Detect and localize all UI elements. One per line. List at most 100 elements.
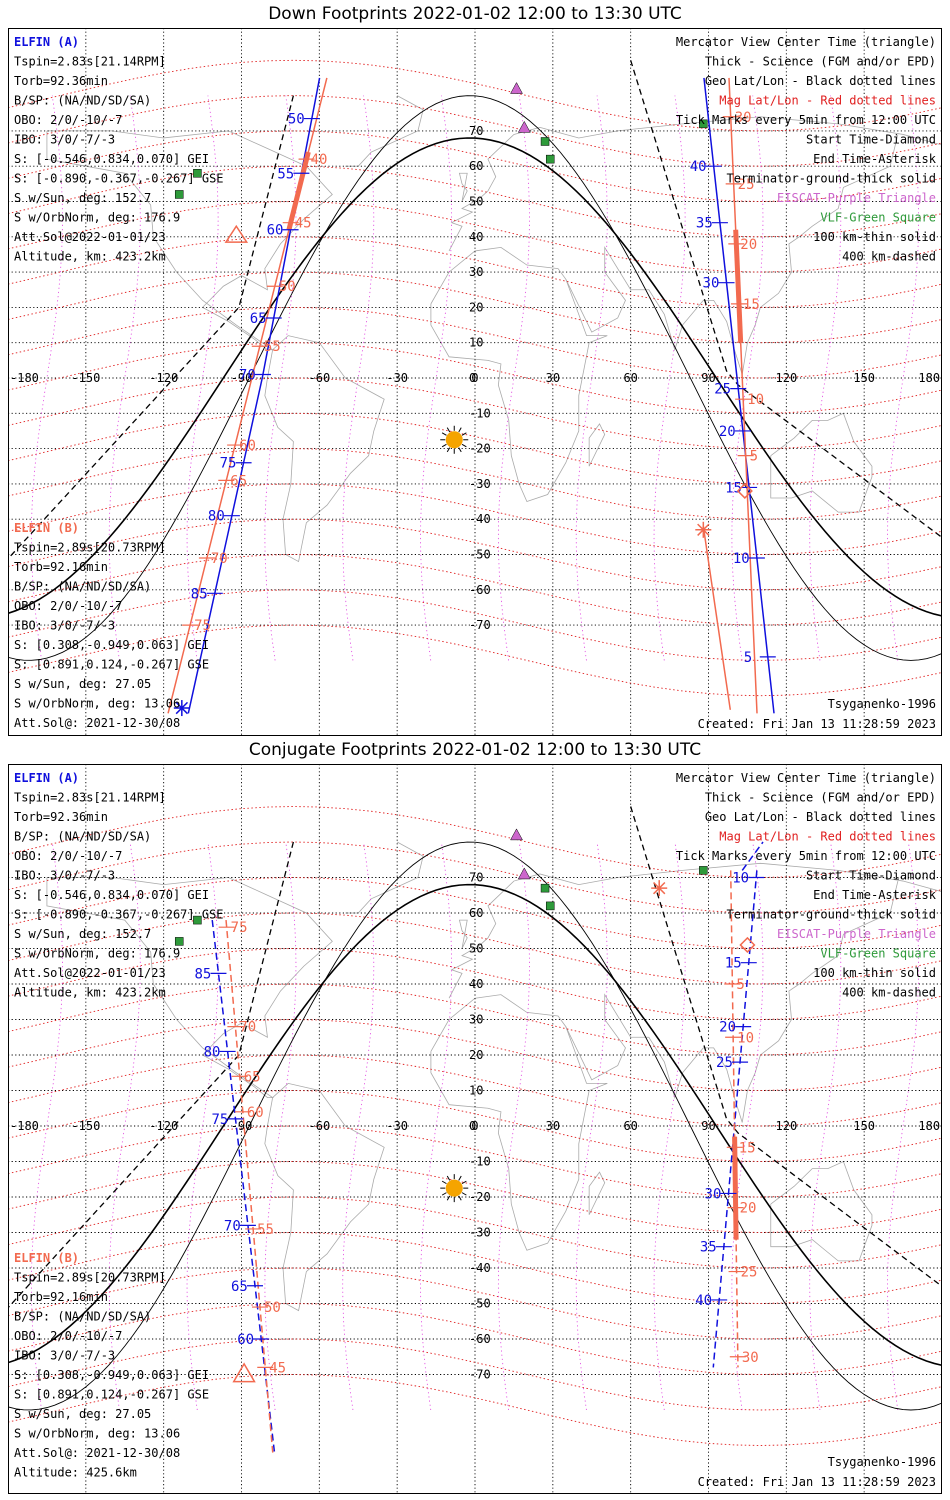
asterisk-icon bbox=[175, 701, 189, 715]
sat-b-track-east bbox=[729, 870, 739, 1368]
sat-a-east-label: 25 bbox=[714, 382, 731, 398]
mag-meridian bbox=[342, 841, 375, 1411]
lat-label: -60 bbox=[469, 583, 491, 597]
sun-icon bbox=[445, 1179, 463, 1197]
sat-a-info-line: S w/Sun, deg: 152.7 bbox=[14, 927, 151, 941]
sat-b-west-label: 55 bbox=[264, 339, 281, 355]
green-square-icon bbox=[699, 119, 708, 129]
coastline-segment bbox=[448, 116, 941, 252]
sat-b-west-label: 60 bbox=[239, 438, 256, 454]
sun-icon bbox=[445, 431, 463, 449]
legend-entry: Start Time-Diamond bbox=[806, 869, 936, 883]
lat-label: -50 bbox=[469, 548, 491, 562]
green-square-icon bbox=[699, 866, 708, 875]
lat-label: -70 bbox=[469, 1368, 491, 1382]
sat-b-east-label: 25 bbox=[738, 177, 755, 193]
sat-b-west-label: 40 bbox=[311, 152, 328, 168]
sun-ray bbox=[461, 432, 467, 436]
sat-a-info-line: IBO: 3/0/-7/-3 bbox=[14, 869, 115, 883]
sun-ray bbox=[441, 432, 447, 436]
sat-b-east-label: 30 bbox=[742, 1350, 759, 1366]
sat-a-east-label: 35 bbox=[696, 216, 713, 232]
legend-entry: 100 km-thin solid bbox=[813, 230, 936, 244]
sat-b-east-label: 25 bbox=[741, 1265, 758, 1281]
sat-b-info-line: S w/Sun, deg: 27.05 bbox=[14, 1407, 151, 1421]
legend-entry: Mercator View Center Time (triangle) bbox=[676, 35, 936, 49]
view-center-triangle-icon bbox=[224, 224, 249, 243]
sat-b-west-label: 75 bbox=[194, 618, 211, 634]
lat-label: 50 bbox=[469, 942, 483, 956]
sat-a-east-label: 25 bbox=[716, 1055, 733, 1071]
coastline-outline bbox=[46, 841, 941, 1312]
legend-entry: Mag Lat/Lon - Red dotted lines bbox=[719, 94, 936, 108]
sun-ray bbox=[458, 1175, 462, 1181]
lat-label: -70 bbox=[469, 618, 491, 632]
mag-parallel bbox=[9, 165, 941, 238]
coastline-segment bbox=[588, 423, 606, 467]
lon-label: 150 bbox=[853, 371, 875, 385]
mag-grid bbox=[9, 59, 941, 697]
sat-a-west-label: 70 bbox=[224, 1218, 241, 1234]
sat-b-info-line: S w/OrbNorm, deg: 13.06 bbox=[14, 697, 180, 711]
legend-entry: EISCAT-Purple Triangle bbox=[777, 927, 936, 941]
coastline-segment bbox=[770, 412, 873, 513]
legend-entry: Geo Lat/Lon - Black dotted lines bbox=[705, 810, 936, 824]
map-layer: -180 -150 -120 -90 -60 -30 0 30 60 90 120 150 180 70 6… bbox=[9, 29, 941, 735]
sat-b-info-line: S: [0.308,-0.949,0.063] GEI bbox=[14, 1368, 209, 1382]
mag-parallel bbox=[9, 554, 941, 626]
terminator-400km-east bbox=[630, 60, 941, 538]
lat-label: -60 bbox=[469, 1332, 491, 1346]
lat-label: 40 bbox=[469, 230, 483, 244]
lon-label: 60 bbox=[623, 371, 637, 385]
mag-parallel bbox=[9, 624, 941, 697]
lon-label: -150 bbox=[71, 371, 100, 385]
sat-b-east-label: 5 bbox=[750, 449, 758, 465]
sat-b-science-west bbox=[286, 151, 311, 231]
created-timestamp: Created: Fri Jan 13 11:28:59 2023 bbox=[698, 1475, 936, 1489]
sat-a-west-label: 80 bbox=[208, 509, 225, 525]
sat-a-west-label: 55 bbox=[277, 166, 294, 182]
geo-grid bbox=[9, 765, 941, 1493]
asterisk-icon bbox=[653, 881, 666, 895]
sat-b-west-label: 70 bbox=[211, 551, 228, 567]
mag-parallel bbox=[9, 59, 941, 132]
terminator-ground bbox=[9, 137, 941, 617]
coastline-outline bbox=[46, 95, 941, 563]
sat-a-east-label: 40 bbox=[695, 1293, 712, 1309]
lon-label: -150 bbox=[71, 1119, 100, 1133]
created-timestamp: Created: Fri Jan 13 11:28:59 2023 bbox=[698, 717, 936, 731]
mag-meridian bbox=[809, 841, 842, 1411]
terminator-100km bbox=[9, 841, 941, 1411]
sat-a-west-label: 50 bbox=[288, 112, 305, 128]
map-panel-down: -180 -150 -120 -90 -60 -30 0 30 60 90 120 150 180 70 6… bbox=[8, 28, 942, 736]
lon-label: 90 bbox=[701, 1119, 715, 1133]
sat-a-east-label: 5 bbox=[744, 650, 752, 666]
sat-a-east-label: 30 bbox=[703, 276, 720, 292]
mag-meridian bbox=[497, 841, 530, 1411]
sat-b-west-label: 65 bbox=[244, 1069, 261, 1085]
sat-b-info-line: S: [0.891,0.124,-0.267] GSE bbox=[14, 1388, 209, 1402]
sat-a-info-line: B/SP: (NA/ND/SD/SA) bbox=[14, 830, 151, 844]
sat-a-info-line: S: [-0.546,0.834,0.070] GEI bbox=[14, 888, 209, 902]
sat-a-west-label: 60 bbox=[267, 223, 284, 239]
lat-label: 50 bbox=[469, 195, 483, 209]
sat-a-info-line: S: [-0.890,-0.367,-0.267] GSE bbox=[14, 172, 224, 186]
map-layer: -180 -150 -120 -90 -60 -30 0 30 60 90 120 150 180 70 6… bbox=[9, 765, 941, 1493]
sat-b-west-label: 50 bbox=[279, 279, 296, 295]
mag-parallel bbox=[9, 95, 941, 167]
lat-label: 30 bbox=[469, 265, 483, 279]
sun-ray bbox=[441, 1192, 447, 1196]
sat-a-track-east bbox=[703, 77, 775, 714]
sat-b-east-label: 20 bbox=[740, 1201, 757, 1217]
sat-a-info-line: Tspin=2.83s[21.14RPM] bbox=[14, 55, 166, 69]
legend-entry: 400 km-dashed bbox=[842, 250, 936, 264]
purple-triangle-icon bbox=[517, 120, 531, 133]
lat-label: -40 bbox=[469, 1261, 491, 1275]
sat-a-info-line: B/SP: (NA/ND/SD/SA) bbox=[14, 94, 151, 108]
coastline-segment bbox=[430, 246, 608, 503]
sun-ray bbox=[446, 1175, 451, 1181]
lat-label: -10 bbox=[469, 406, 491, 420]
lon-label: -60 bbox=[309, 1119, 331, 1133]
lon-label: 60 bbox=[623, 1119, 637, 1133]
sat-a-west-label: 70 bbox=[239, 367, 256, 383]
